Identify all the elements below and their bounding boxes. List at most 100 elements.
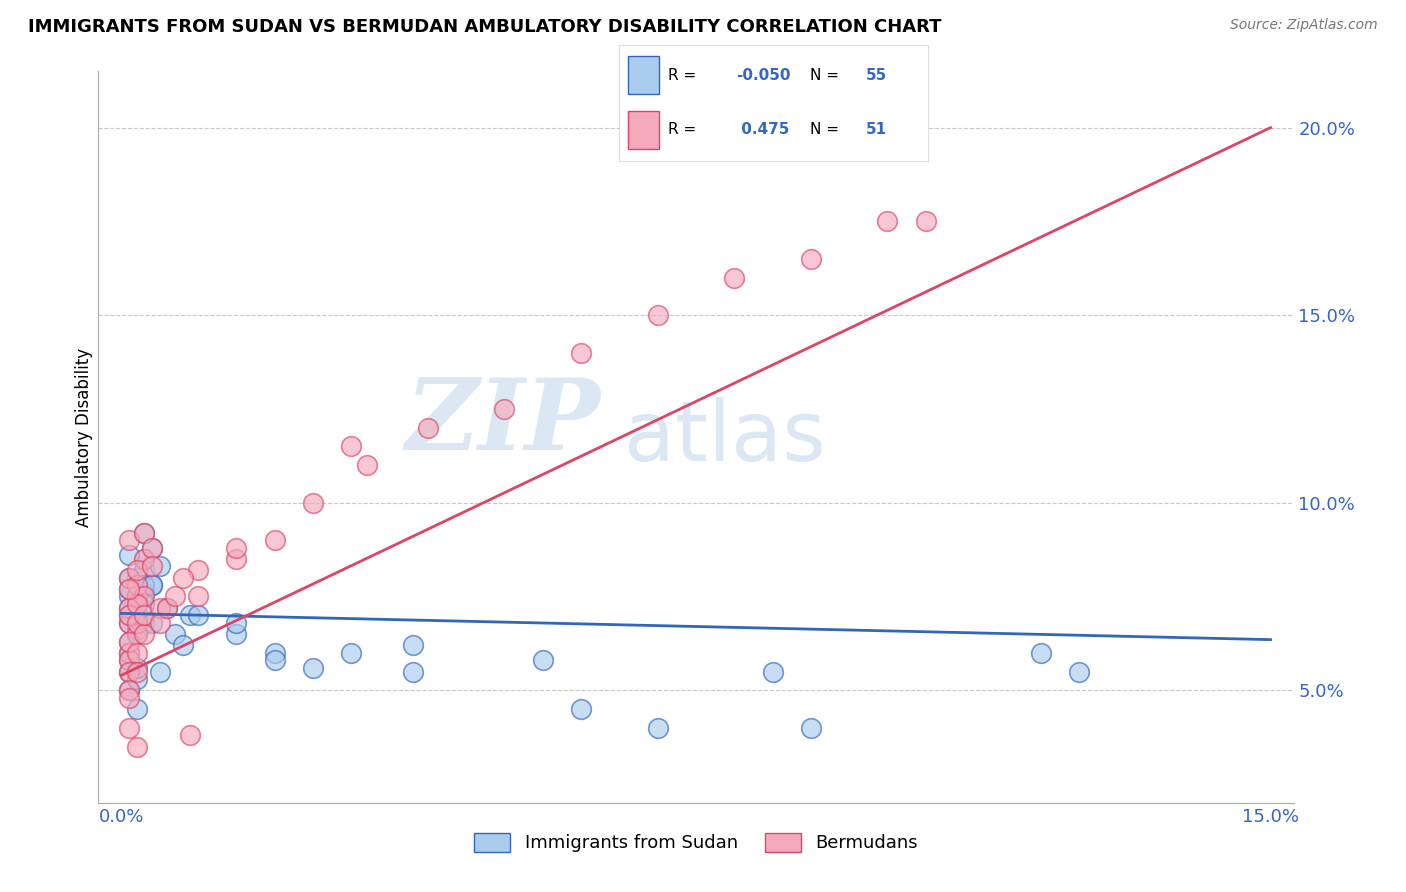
Point: [1029, 646, 1052, 660]
Point: [125, 615, 148, 630]
Point: [134, 615, 156, 630]
Point: [125, 702, 148, 716]
Point: [356, 458, 378, 473]
Point: [118, 582, 141, 596]
Point: [125, 597, 148, 611]
Point: [401, 638, 423, 652]
Point: [125, 624, 148, 638]
Point: [225, 615, 247, 630]
Y-axis label: Ambulatory Disability: Ambulatory Disability: [75, 348, 93, 526]
Text: -0.050: -0.050: [737, 69, 790, 84]
Text: atlas: atlas: [624, 397, 825, 477]
FancyBboxPatch shape: [628, 111, 659, 149]
Point: [187, 608, 209, 623]
Point: [179, 608, 201, 623]
Point: [569, 702, 592, 716]
Point: [134, 608, 156, 623]
Legend: Immigrants from Sudan, Bermudans: Immigrants from Sudan, Bermudans: [467, 826, 925, 860]
Point: [141, 578, 163, 592]
Point: [125, 612, 148, 626]
Point: [647, 721, 669, 735]
Point: [340, 440, 363, 454]
Text: 55: 55: [866, 69, 887, 84]
Point: [156, 600, 179, 615]
Point: [134, 586, 156, 600]
Point: [647, 308, 669, 322]
Point: [141, 541, 163, 555]
Point: [118, 571, 141, 585]
Point: [118, 683, 141, 698]
Point: [761, 665, 783, 679]
Point: [134, 597, 156, 611]
Point: [118, 590, 141, 604]
Point: [134, 563, 156, 577]
Point: [125, 627, 148, 641]
Point: [134, 578, 156, 592]
Point: [1067, 665, 1090, 679]
Point: [118, 634, 141, 648]
Point: [263, 533, 285, 548]
Point: [141, 541, 163, 555]
Text: N =: N =: [810, 121, 844, 136]
Point: [125, 646, 148, 660]
Point: [134, 627, 156, 641]
Point: [125, 672, 148, 686]
Point: [125, 661, 148, 675]
Text: N =: N =: [810, 69, 844, 84]
Point: [118, 690, 141, 705]
Point: [149, 559, 172, 574]
Point: [118, 665, 141, 679]
Point: [134, 590, 156, 604]
Point: [118, 571, 141, 585]
Text: IMMIGRANTS FROM SUDAN VS BERMUDAN AMBULATORY DISABILITY CORRELATION CHART: IMMIGRANTS FROM SUDAN VS BERMUDAN AMBULA…: [28, 18, 942, 36]
Point: [340, 646, 363, 660]
Point: [118, 683, 141, 698]
Point: [225, 541, 247, 555]
Point: [134, 552, 156, 566]
Point: [172, 571, 194, 585]
Point: [531, 653, 554, 667]
FancyBboxPatch shape: [628, 56, 659, 95]
Point: [118, 600, 141, 615]
Point: [125, 665, 148, 679]
Point: [494, 401, 516, 416]
Point: [118, 600, 141, 615]
Point: [118, 665, 141, 679]
Point: [263, 646, 285, 660]
Point: [141, 559, 163, 574]
Point: [416, 420, 439, 434]
Point: [125, 578, 148, 592]
Point: [125, 597, 148, 611]
Point: [569, 345, 592, 359]
Point: [263, 653, 285, 667]
Point: [118, 721, 141, 735]
Text: R =: R =: [668, 121, 702, 136]
Point: [125, 563, 148, 577]
Point: [876, 214, 898, 228]
Point: [125, 590, 148, 604]
Point: [125, 739, 148, 754]
Text: ZIP: ZIP: [405, 375, 600, 471]
Point: [141, 578, 163, 592]
Point: [118, 533, 141, 548]
Point: [163, 627, 186, 641]
Point: [118, 615, 141, 630]
Point: [118, 646, 141, 660]
Point: [800, 252, 823, 266]
Point: [118, 608, 141, 623]
Point: [187, 563, 209, 577]
Point: [800, 721, 823, 735]
Point: [302, 496, 325, 510]
Point: [118, 646, 141, 660]
Text: R =: R =: [668, 69, 702, 84]
Point: [723, 270, 745, 285]
Point: [118, 615, 141, 630]
Point: [134, 525, 156, 540]
Point: [401, 665, 423, 679]
Text: 51: 51: [866, 121, 887, 136]
Point: [125, 627, 148, 641]
Point: [141, 615, 163, 630]
Point: [118, 634, 141, 648]
Point: [187, 590, 209, 604]
Point: [134, 525, 156, 540]
